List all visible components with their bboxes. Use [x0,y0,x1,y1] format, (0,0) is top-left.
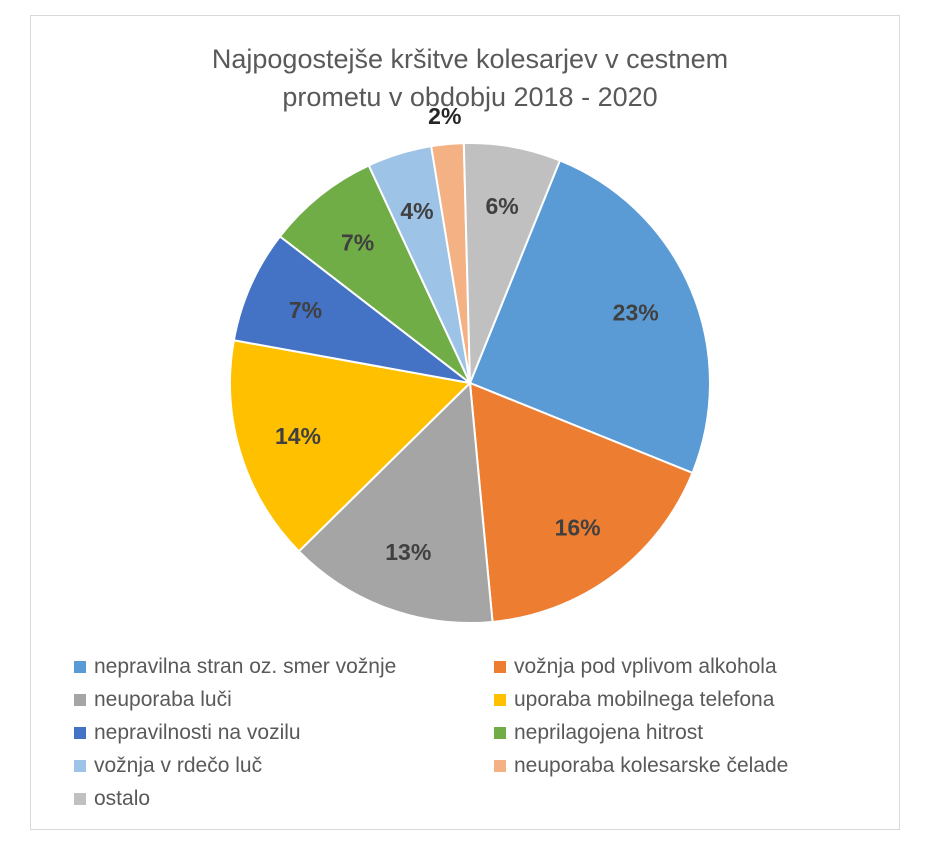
legend-swatch-3 [494,694,506,706]
legend-item-7: neuporaba kolesarske čelade [494,751,788,781]
pie-slice-2 [297,380,494,624]
pie-slice-5 [278,164,471,384]
legend-swatch-5 [494,727,506,739]
data-label-0: 23% [613,300,659,326]
legend-label-8: ostalo [94,787,151,810]
legend-item-0: nepravilna stran oz. smer vožnje [74,652,396,682]
legend-swatch-0 [74,661,86,673]
data-label-8: 6% [485,193,518,219]
legend-label-6: vožnja v rdečo luč [94,754,263,777]
data-label-7: 2% [428,103,461,129]
legend-label-2: neuporaba luči [94,688,232,711]
legend-item-1: vožnja pod vplivom alkohola [494,652,777,682]
data-label-4: 7% [289,297,322,323]
data-label-6: 4% [400,198,433,224]
legend-swatch-1 [494,661,506,673]
chart-title-line-2: prometu v obdobju 2018 - 2020 [282,82,658,112]
data-label-5: 7% [341,229,374,255]
legend-label-7: neuporaba kolesarske čelade [514,754,789,777]
chart-title-line-1: Najpogostejše kršitve kolesarjev v cestn… [211,44,729,74]
chart-title: Najpogostejše kršitve kolesarjev v cestn… [0,40,940,116]
legend-label-0: nepravilna stran oz. smer vožnje [94,655,397,678]
data-label-1: 16% [555,514,601,540]
pie-slice-8 [462,142,562,384]
legend-swatch-6 [74,760,86,772]
pie-slice-0 [468,159,711,475]
legend-item-3: uporaba mobilnega telefona [494,685,774,715]
legend-item-2: neuporaba luči [74,685,232,715]
legend-swatch-4 [74,727,86,739]
pie-slice-3 [229,339,473,553]
data-label-2: 13% [385,539,431,565]
legend-swatch-8 [74,793,86,805]
legend-item-8: ostalo [74,784,150,814]
pie-slice-1 [468,381,694,624]
pie-slice-4 [232,234,471,384]
legend-item-5: neprilagojena hitrost [494,718,703,748]
legend-item-6: vožnja v rdečo luč [74,751,262,781]
legend-swatch-2 [74,694,86,706]
data-label-3: 14% [275,423,321,449]
legend-swatch-7 [494,760,506,772]
legend-label-3: uporaba mobilnega telefona [514,688,775,711]
legend-item-4: nepravilnosti na vozilu [74,718,301,748]
legend-label-1: vožnja pod vplivom alkohola [514,655,777,678]
legend-label-5: neprilagojena hitrost [514,721,704,744]
legend-label-4: nepravilnosti na vozilu [94,721,301,744]
